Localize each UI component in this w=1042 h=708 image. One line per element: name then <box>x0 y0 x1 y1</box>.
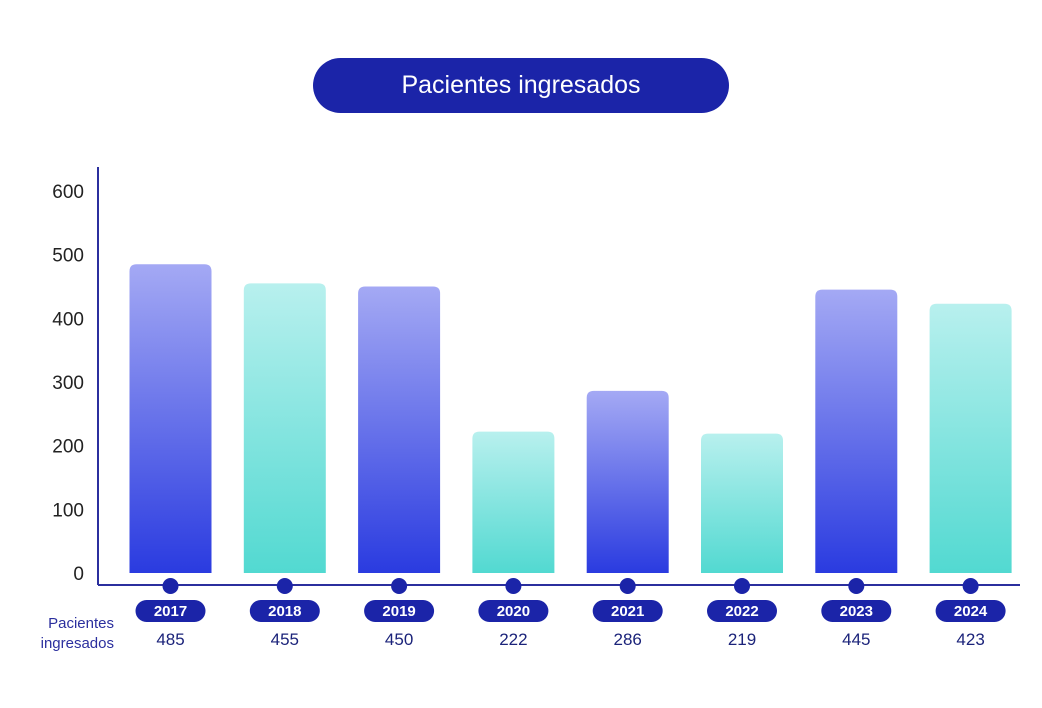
year-pill <box>249 600 320 622</box>
data-label: 485 <box>156 630 184 649</box>
bar-2017 <box>129 264 212 573</box>
y-tick-label: 0 <box>73 564 84 585</box>
bar-2019 <box>358 286 441 573</box>
y-tick-label: 400 <box>52 309 84 330</box>
data-label: 445 <box>842 630 870 649</box>
y-axis: 0 100 200 300 400 500 600 <box>52 167 99 585</box>
x-axis <box>98 578 1020 594</box>
x-tick-label: 2020 <box>497 603 530 620</box>
y-tick-label: 600 <box>52 182 84 203</box>
row-label: ingresados <box>41 635 114 652</box>
y-tick-label: 500 <box>52 246 84 267</box>
year-pill <box>135 600 206 622</box>
x-tick-label: 2021 <box>611 603 644 620</box>
year-pill <box>364 600 435 622</box>
bar-2022 <box>701 433 783 573</box>
data-label: 286 <box>614 630 642 649</box>
x-tick-label: 2022 <box>725 603 758 620</box>
bar-2024 <box>929 303 1012 573</box>
bar-2018 <box>243 283 326 573</box>
axis-marker-dot <box>619 578 636 594</box>
chart-title: Pacientes ingresados <box>313 58 729 113</box>
year-pill <box>478 600 549 622</box>
y-tick-label: 200 <box>52 437 84 458</box>
y-tick-label: 100 <box>52 500 84 521</box>
x-tick-label: 2019 <box>382 603 415 620</box>
x-tick-label: 2017 <box>154 603 187 620</box>
row-label: Pacientes <box>48 615 114 632</box>
category-labels: Pacientes ingresados 2017 485 2018 455 2019 450… <box>41 600 1006 652</box>
axis-marker-dot <box>505 578 522 594</box>
x-tick-label: 2024 <box>954 603 988 620</box>
axis-marker-dot <box>962 578 979 594</box>
data-label: 450 <box>385 630 413 649</box>
year-pill <box>821 600 892 622</box>
data-label: 222 <box>499 630 527 649</box>
axis-marker-dot <box>848 578 865 594</box>
bars <box>129 264 1012 573</box>
x-tick-label: 2018 <box>268 603 301 620</box>
data-label: 423 <box>956 630 984 649</box>
year-pill <box>707 600 777 622</box>
bar-2023 <box>815 289 898 573</box>
bar-2020 <box>472 431 555 573</box>
axis-marker-dot <box>734 578 750 594</box>
data-label: 219 <box>728 630 756 649</box>
data-label: 455 <box>271 630 299 649</box>
axis-marker-dot <box>391 578 408 594</box>
x-tick-label: 2023 <box>840 603 873 620</box>
axis-marker-dot <box>276 578 293 594</box>
y-tick-label: 300 <box>52 373 84 394</box>
year-pill <box>935 600 1006 622</box>
year-pill <box>592 600 663 622</box>
bar-2021 <box>586 390 669 573</box>
axis-marker-dot <box>162 578 179 594</box>
